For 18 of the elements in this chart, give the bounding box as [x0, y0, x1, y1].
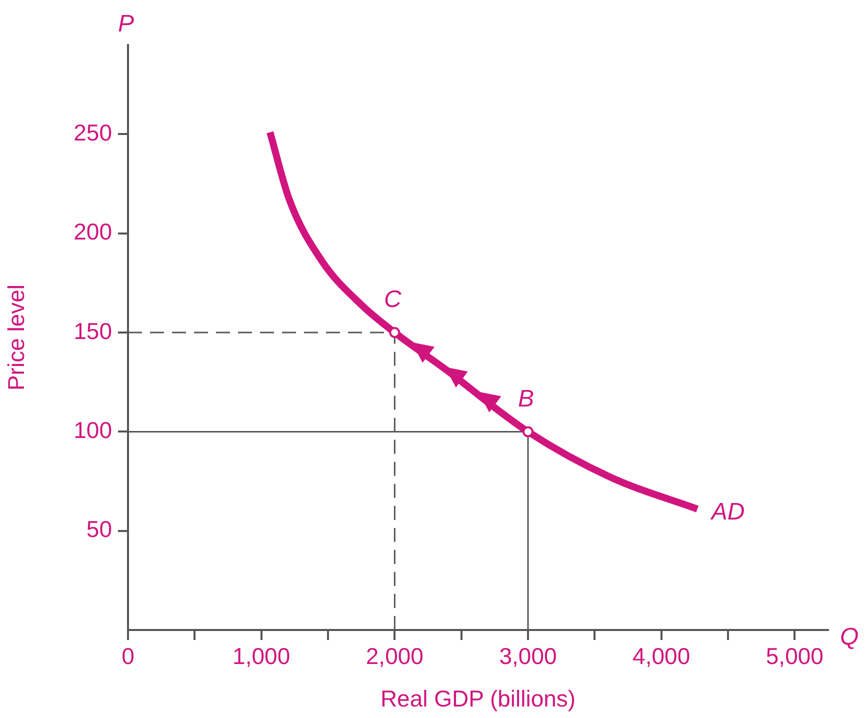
x-axis-title: Real GDP (billions)	[380, 686, 576, 712]
text: P	[118, 10, 134, 38]
x-tick-label: 4,000	[632, 643, 690, 670]
x-tick-label: 3,000	[499, 643, 557, 670]
annotation: C	[384, 286, 402, 314]
y-tick-label: 150	[74, 318, 112, 344]
y-tick-label: 200	[74, 218, 112, 245]
y-tick-label: 100	[74, 417, 112, 444]
series-label: AD	[709, 498, 745, 526]
y-tick-label: 250	[74, 120, 112, 146]
y-tick-label: 50	[86, 516, 112, 542]
x-tick-label: 5,000	[766, 643, 824, 670]
y-axis-title: Price level	[3, 284, 30, 391]
annotation: B	[518, 385, 534, 412]
x-tick-label: 2,000	[366, 643, 424, 670]
text: Q	[840, 624, 859, 651]
x-tick-label: 0	[122, 643, 134, 670]
x-tick-label: 1,000	[232, 643, 290, 670]
